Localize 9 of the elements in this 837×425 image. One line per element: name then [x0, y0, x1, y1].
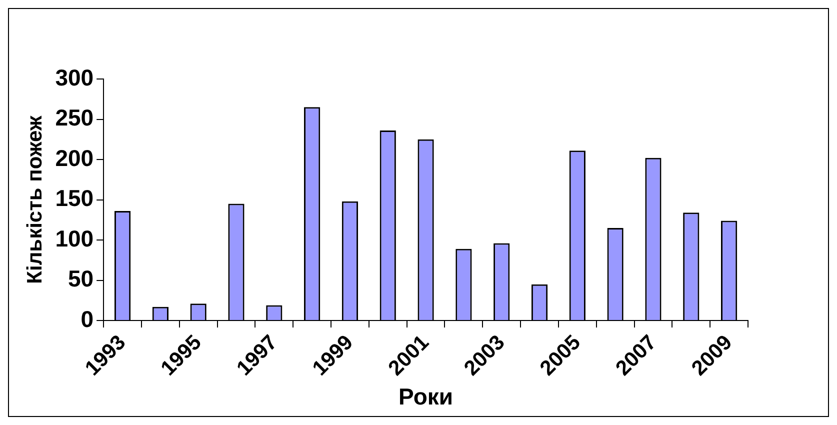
y-tick-label: 150	[55, 185, 94, 212]
y-tick-label: 100	[55, 225, 94, 252]
y-axis-title: Кількість пожеж	[23, 114, 46, 284]
y-tick-label: 250	[55, 104, 94, 131]
x-axis-title: Роки	[398, 384, 454, 410]
y-tick-label: 200	[55, 144, 94, 171]
y-tick-label: 300	[55, 64, 94, 90]
y-tick-label: 50	[68, 266, 94, 292]
y-tick-label: 0	[80, 306, 94, 332]
